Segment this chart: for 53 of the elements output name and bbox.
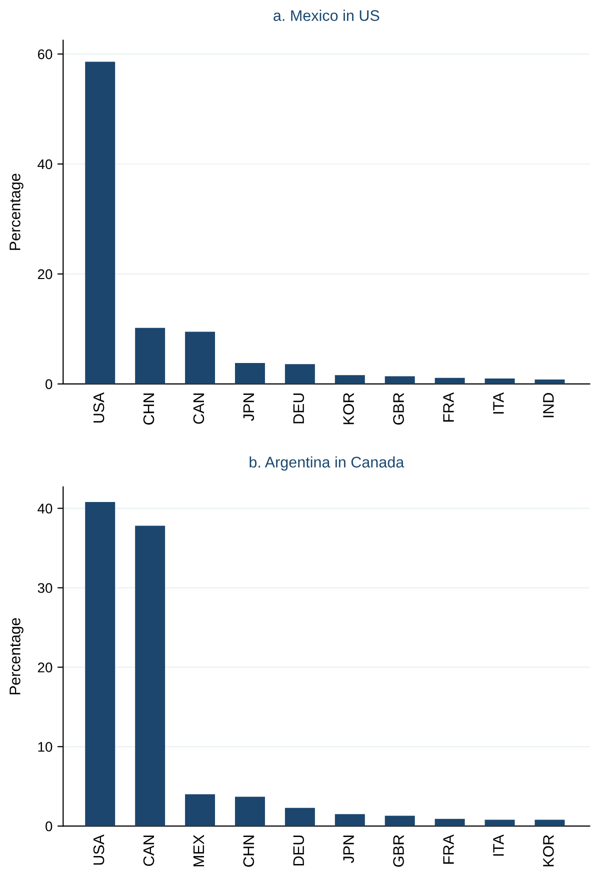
- bar: [284, 808, 315, 826]
- x-tick-label: MEX: [193, 834, 204, 866]
- bar: [384, 816, 415, 826]
- bar: [484, 378, 515, 384]
- y-axis-title: Percentage: [10, 618, 24, 694]
- bar: [135, 328, 166, 384]
- x-tick-label: USA: [93, 392, 104, 423]
- y-tick-label: 40: [38, 159, 52, 170]
- bar: [334, 375, 365, 384]
- x-tick-label: JPN: [343, 836, 354, 864]
- bar: [135, 526, 166, 826]
- x-tick-label: KOR: [343, 393, 354, 424]
- x-tick-label: CHN: [243, 836, 254, 867]
- bar: [235, 363, 265, 384]
- x-tick-label: CHN: [143, 394, 154, 425]
- y-axis-title: Percentage: [10, 174, 24, 250]
- bar: [334, 814, 365, 826]
- x-tick-label: CAN: [143, 836, 154, 866]
- x-tick-label: DEU: [293, 836, 304, 866]
- x-tick-label: ITA: [493, 834, 504, 856]
- y-tick-label: 0: [46, 821, 52, 832]
- x-tick-label: USA: [93, 834, 104, 865]
- bar: [434, 818, 465, 826]
- bar: [185, 794, 216, 826]
- bar: [85, 62, 116, 384]
- x-tick-label: ITA: [493, 392, 504, 414]
- x-tick-label: CAN: [193, 394, 204, 424]
- y-tick-label: 20: [38, 662, 52, 672]
- x-tick-label: FRA: [443, 834, 454, 864]
- bar: [534, 820, 565, 826]
- y-tick-label: 20: [38, 269, 52, 280]
- bar: [235, 796, 265, 826]
- chart-title: b. Argentina in Canada: [250, 456, 404, 471]
- y-tick-label: 60: [38, 49, 52, 60]
- bar: [434, 378, 465, 384]
- x-tick-label: GBR: [393, 393, 404, 425]
- x-tick-label: JPN: [243, 394, 254, 421]
- y-tick-label: 10: [38, 742, 52, 752]
- bar: [384, 376, 415, 384]
- x-tick-label: GBR: [393, 835, 404, 867]
- y-tick-label: 30: [38, 583, 52, 593]
- bar: [534, 380, 565, 384]
- bar: [284, 364, 315, 384]
- x-tick-label: FRA: [443, 392, 454, 422]
- y-tick-label: 0: [46, 379, 52, 390]
- bar: [484, 820, 515, 826]
- bar: [85, 502, 116, 826]
- bar: [185, 332, 216, 384]
- x-tick-label: KOR: [543, 835, 554, 866]
- x-tick-label: DEU: [293, 393, 304, 424]
- chart-title: a. Mexico in US: [274, 10, 380, 21]
- x-tick-label: IND: [543, 393, 554, 418]
- y-tick-label: 40: [38, 504, 52, 514]
